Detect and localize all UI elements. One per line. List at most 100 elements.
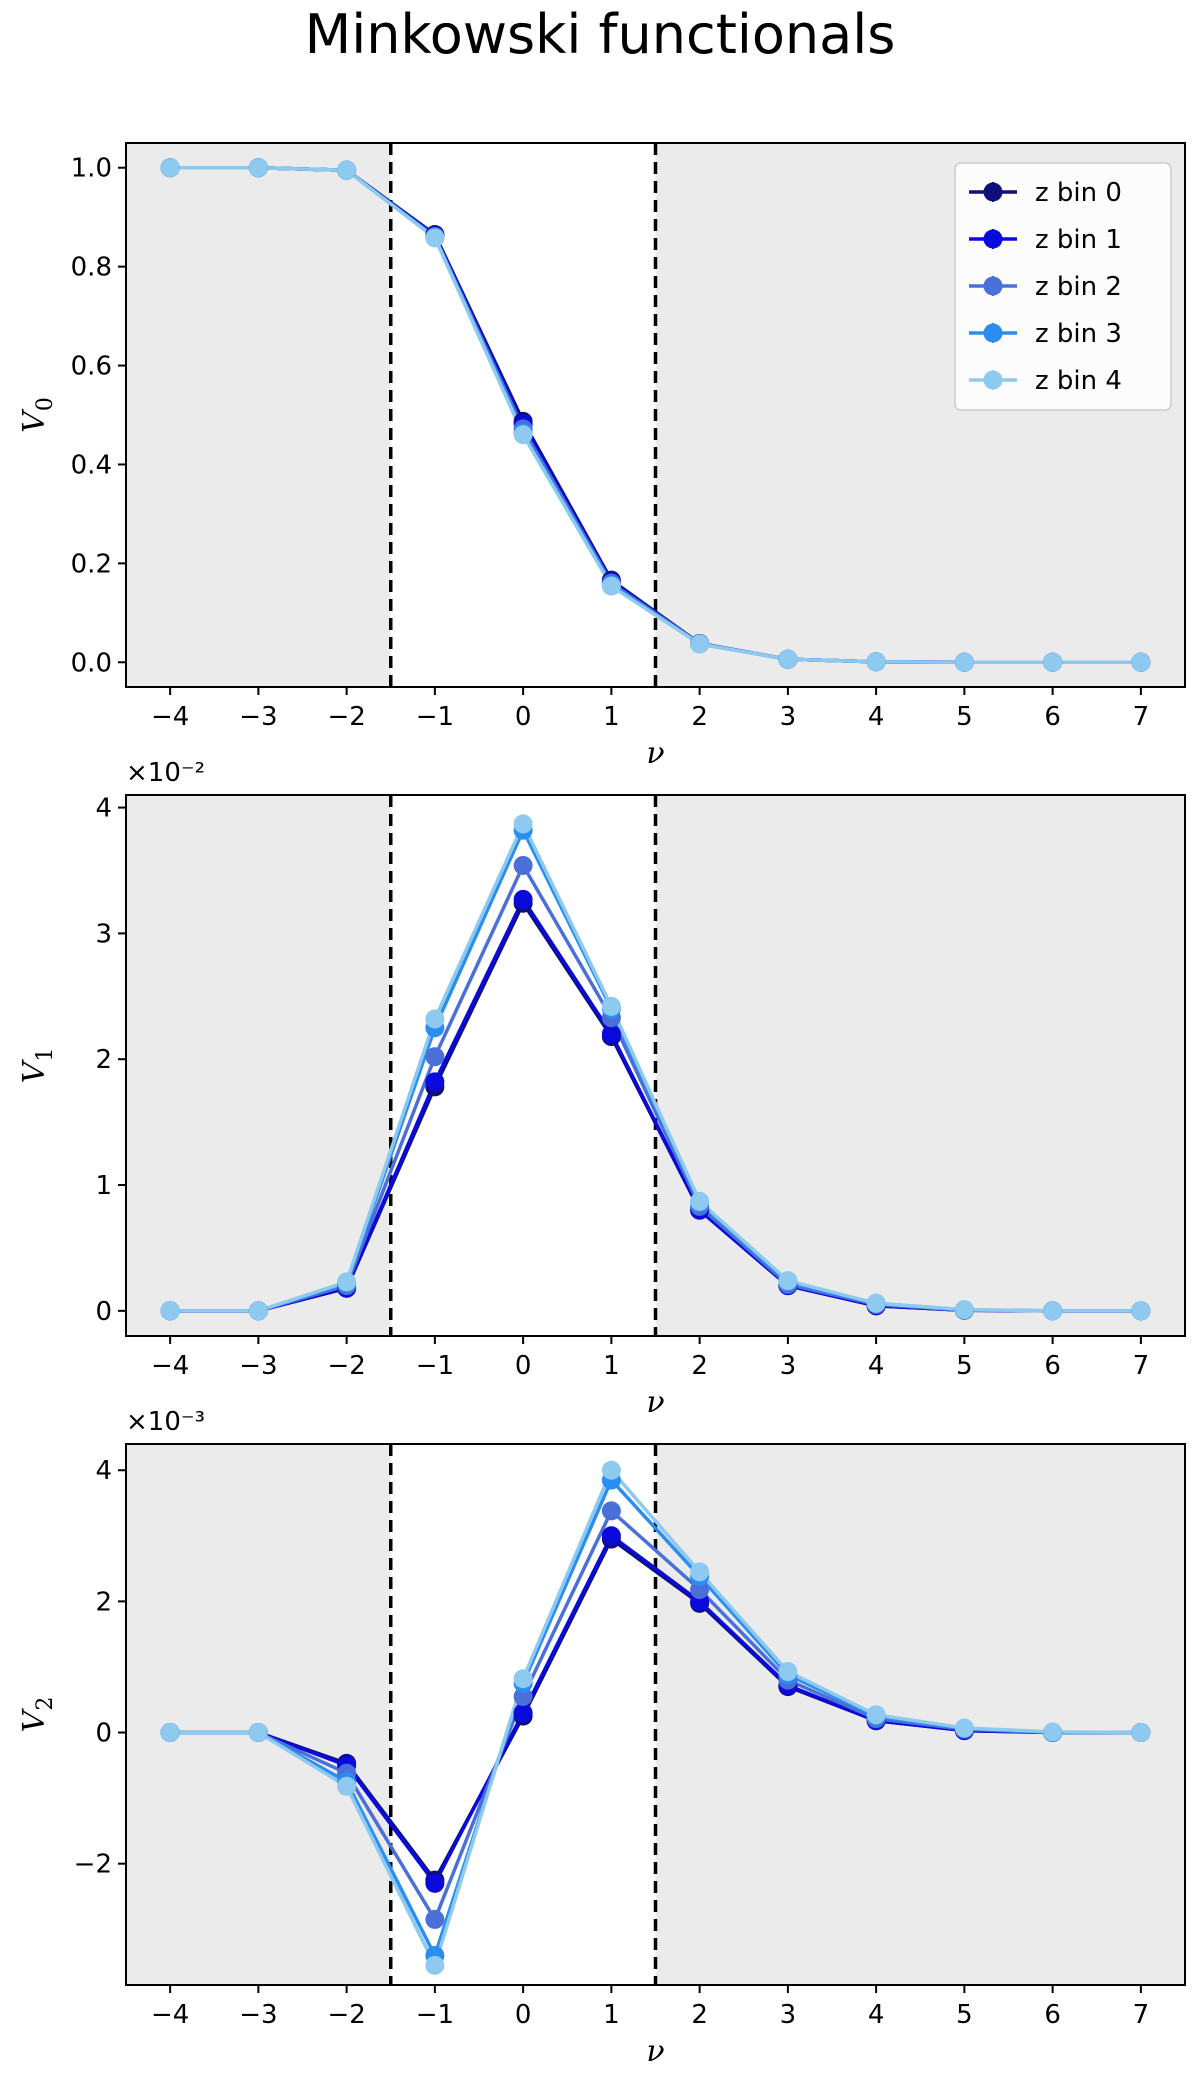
- data-point-z-bin-4: [690, 1191, 710, 1211]
- legend-marker: [983, 229, 1003, 249]
- x-tick-label: 0: [515, 2000, 532, 2030]
- y-axis-label-main: V: [17, 1058, 52, 1083]
- y-tick-label: 4: [95, 1456, 112, 1486]
- data-point-z-bin-4: [601, 996, 621, 1016]
- legend-entry: z bin 2: [1035, 272, 1122, 302]
- series-line-z-bin-4: [170, 165, 1141, 665]
- axes-frame: [125, 794, 1186, 1337]
- x-tick-label: 2: [691, 1351, 708, 1381]
- y-axis-label-subscript: 0: [33, 397, 58, 411]
- shaded-region: [126, 143, 391, 687]
- data-point-z-bin-4: [954, 1300, 974, 1320]
- data-point-z-bin-4: [425, 1009, 445, 1029]
- x-tick-label: −2: [327, 702, 365, 732]
- data-point-z-bin-2: [601, 1501, 621, 1521]
- legend-entry: z bin 0: [1035, 178, 1122, 208]
- x-tick-label: 4: [868, 2000, 885, 2030]
- axes-frame: [125, 142, 1186, 688]
- axis-offset-label: ×10⁻³: [126, 1407, 205, 1437]
- data-point-z-bin-2: [425, 1909, 445, 1929]
- x-tick-label: 5: [956, 2000, 973, 2030]
- x-tick-label: 3: [780, 702, 797, 732]
- x-tick-label: −1: [416, 2000, 454, 2030]
- x-tick-label: −2: [327, 2000, 365, 2030]
- shaded-region: [655, 1444, 1185, 1985]
- data-point-z-bin-1: [513, 889, 533, 909]
- y-tick-label: 0.6: [71, 352, 112, 382]
- data-point-z-bin-1: [601, 1526, 621, 1546]
- data-point-z-bin-4: [690, 1562, 710, 1582]
- data-point-z-bin-4: [954, 652, 974, 672]
- legend-marker: [983, 276, 1003, 296]
- data-point-z-bin-4: [513, 425, 533, 445]
- legend-entry: z bin 3: [1035, 319, 1122, 349]
- x-axis-label: ν: [646, 2034, 664, 2069]
- x-tick-label: 2: [691, 2000, 708, 2030]
- x-tick-label: 6: [1044, 2000, 1061, 2030]
- y-tick-label: 0.0: [71, 648, 112, 678]
- x-tick-label: −1: [416, 1351, 454, 1381]
- data-point-z-bin-4: [160, 158, 180, 178]
- y-axis-label-main: V: [17, 408, 52, 433]
- y-axis-label: V0: [17, 397, 58, 433]
- data-point-z-bin-2: [425, 1047, 445, 1067]
- data-point-z-bin-4: [866, 1705, 886, 1725]
- x-tick-label: 0: [515, 1351, 532, 1381]
- data-point-z-bin-4: [1131, 1301, 1151, 1321]
- y-tick-label: 1: [95, 1171, 112, 1201]
- x-tick-label: −3: [239, 1351, 277, 1381]
- axes-frame: [125, 1443, 1186, 1986]
- x-axis-label: ν: [646, 1385, 664, 1420]
- x-tick-label: 1: [603, 1351, 620, 1381]
- x-tick-label: 5: [956, 1351, 973, 1381]
- data-point-z-bin-4: [513, 814, 533, 834]
- data-point-z-bin-4: [1131, 652, 1151, 672]
- data-point-z-bin-4: [778, 1662, 798, 1682]
- x-tick-label: 6: [1044, 702, 1061, 732]
- shaded-region: [655, 795, 1185, 1336]
- axis-offset-label: ×10⁻²: [126, 758, 205, 788]
- data-point-z-bin-4: [1043, 1301, 1063, 1321]
- y-tick-label: 4: [95, 794, 112, 824]
- shaded-region: [126, 1444, 391, 1985]
- data-point-z-bin-4: [778, 1271, 798, 1291]
- data-point-z-bin-4: [425, 1955, 445, 1975]
- legend-entry: z bin 4: [1035, 366, 1122, 396]
- legend-entry: z bin 1: [1035, 225, 1122, 255]
- data-point-z-bin-2: [513, 855, 533, 875]
- series-line-z-bin-4: [170, 822, 1141, 1313]
- legend-box: [954, 162, 1172, 411]
- data-point-z-bin-4: [425, 228, 445, 248]
- x-axis-label: ν: [646, 736, 664, 771]
- x-tick-label: −1: [416, 702, 454, 732]
- y-tick-label: 0: [95, 1297, 112, 1327]
- legend-marker: [983, 323, 1003, 343]
- y-axis-label-subscript: 2: [33, 1697, 58, 1711]
- x-tick-label: −4: [151, 702, 189, 732]
- x-tick-label: −4: [151, 2000, 189, 2030]
- x-tick-label: 2: [691, 702, 708, 732]
- x-tick-label: −4: [151, 1351, 189, 1381]
- data-point-z-bin-4: [1131, 1723, 1151, 1743]
- data-point-z-bin-4: [337, 1776, 357, 1796]
- data-point-z-bin-4: [778, 649, 798, 669]
- y-tick-label: 1.0: [71, 154, 112, 184]
- data-point-z-bin-4: [954, 1718, 974, 1738]
- x-tick-label: −2: [327, 1351, 365, 1381]
- x-tick-label: 5: [956, 702, 973, 732]
- data-point-z-bin-4: [248, 1723, 268, 1743]
- x-tick-label: 7: [1133, 1351, 1150, 1381]
- y-tick-label: 0.8: [71, 253, 112, 283]
- x-tick-label: 4: [868, 702, 885, 732]
- data-point-z-bin-1: [425, 1873, 445, 1893]
- shaded-region: [126, 795, 391, 1336]
- y-axis-label-main: V: [17, 1707, 52, 1732]
- data-point-z-bin-4: [337, 160, 357, 180]
- x-tick-label: −3: [239, 702, 277, 732]
- x-tick-label: −3: [239, 2000, 277, 2030]
- x-tick-label: 7: [1133, 2000, 1150, 2030]
- x-tick-label: 3: [780, 2000, 797, 2030]
- series-line-z-bin-4: [170, 1468, 1141, 1968]
- y-tick-label: 0: [95, 1719, 112, 1749]
- data-point-z-bin-4: [160, 1723, 180, 1743]
